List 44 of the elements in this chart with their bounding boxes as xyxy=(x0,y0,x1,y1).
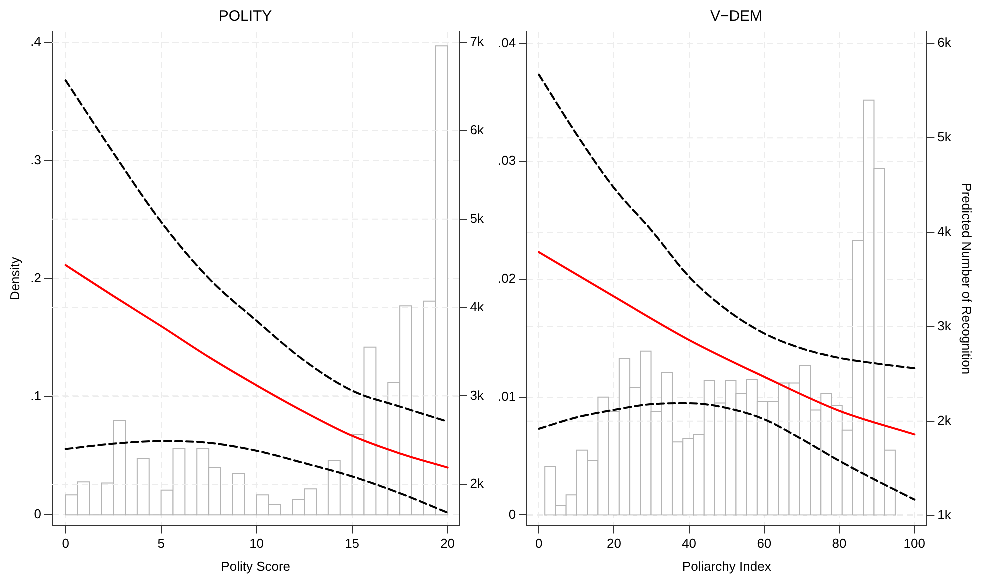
y2-tick-label: 4k xyxy=(938,224,952,240)
y2-tick-label: 5k xyxy=(470,210,484,226)
x-tick-label: 20 xyxy=(606,536,622,552)
x-tick-label: 40 xyxy=(682,536,697,552)
line-series xyxy=(538,402,916,501)
x-tick-label: 60 xyxy=(757,536,772,552)
y-tick-label: 0 xyxy=(34,506,42,522)
x-tick-label: 100 xyxy=(904,536,926,552)
x-tick-label: 5 xyxy=(158,536,165,552)
x-tick-label: 15 xyxy=(345,536,360,552)
x-tick-label: 0 xyxy=(535,536,543,552)
y2-tick-label: 3k xyxy=(938,318,952,334)
x-axis-title: Polity Score xyxy=(221,558,291,574)
y-tick-label: .02 xyxy=(498,271,516,286)
y-tick-label: .3 xyxy=(30,152,42,168)
y-tick-label: .03 xyxy=(498,153,516,168)
y2-tick-label: 2k xyxy=(938,413,952,428)
y2-tick-label: 7k xyxy=(470,34,484,50)
line-series xyxy=(538,74,916,370)
line-series xyxy=(538,251,916,436)
line-series xyxy=(64,264,449,469)
y-tick-label: 0 xyxy=(508,506,516,522)
y-tick-label: .1 xyxy=(30,388,42,404)
y2-tick-label: 6k xyxy=(938,35,952,50)
y2-tick-label: 2k xyxy=(470,476,484,492)
line-series xyxy=(64,440,449,514)
x-tick-label: 80 xyxy=(832,536,847,552)
y2-tick-label: 5k xyxy=(938,130,952,145)
y2-tick-label: 1k xyxy=(938,507,952,522)
x-tick-label: 10 xyxy=(250,536,264,552)
y2-tick-label: 4k xyxy=(470,299,484,314)
y-axis-title: Density xyxy=(7,256,22,301)
y-tick-label: .4 xyxy=(30,34,42,50)
y2-tick-label: 6k xyxy=(470,122,484,138)
y-tick-label: .04 xyxy=(498,35,516,50)
chart-title: POLITY xyxy=(218,8,272,26)
y2-axis-title: Predicted Number of Recognition xyxy=(960,183,975,375)
chart-title: V−DEM xyxy=(710,8,763,26)
x-axis-title: Poliarchy Index xyxy=(682,558,772,574)
x-tick-label: 0 xyxy=(62,536,70,552)
y2-tick-label: 3k xyxy=(470,388,484,403)
y-tick-label: .2 xyxy=(30,270,42,286)
x-tick-label: 20 xyxy=(440,536,456,552)
y-tick-label: .01 xyxy=(498,388,516,404)
